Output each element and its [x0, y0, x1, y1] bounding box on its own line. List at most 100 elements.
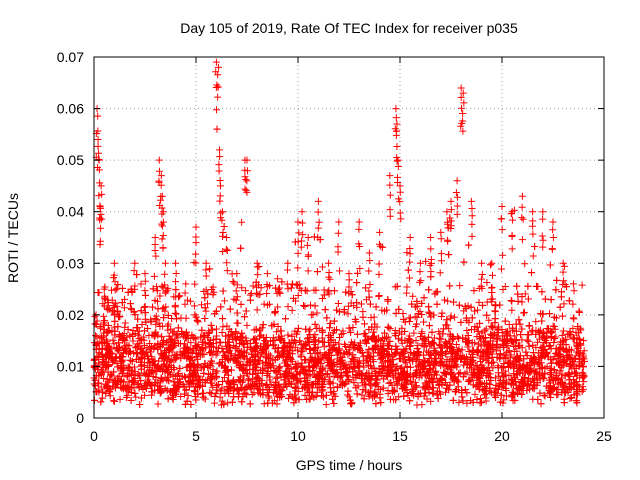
data-point [230, 393, 238, 401]
data-point [368, 372, 376, 380]
data-point [380, 375, 388, 383]
data-point [292, 360, 300, 368]
data-point [236, 364, 244, 372]
data-point [300, 366, 308, 374]
data-point [218, 358, 226, 366]
data-point [223, 355, 231, 363]
data-point [529, 341, 537, 349]
data-point [453, 363, 461, 371]
data-point [477, 398, 485, 406]
data-point [255, 386, 263, 394]
data-point [100, 375, 108, 383]
data-point [479, 301, 487, 309]
data-point [224, 399, 232, 407]
data-point [252, 325, 260, 333]
data-point [117, 357, 125, 365]
data-point [343, 372, 351, 380]
data-point [556, 367, 564, 375]
data-point [367, 314, 375, 322]
data-point [491, 308, 499, 316]
data-point [379, 348, 387, 356]
data-point [198, 301, 206, 309]
data-point [403, 289, 411, 297]
data-point [209, 291, 217, 299]
data-point [224, 348, 232, 356]
data-point [217, 303, 225, 311]
data-point [344, 364, 352, 372]
data-point [191, 392, 199, 400]
data-point [425, 333, 433, 341]
data-point [213, 372, 221, 380]
data-point [213, 382, 221, 390]
data-point [330, 400, 338, 408]
data-point [148, 331, 156, 339]
data-point [570, 391, 578, 399]
data-point [418, 372, 426, 380]
data-point [375, 349, 383, 357]
data-point [325, 342, 333, 350]
data-point [483, 311, 491, 319]
data-point [471, 390, 479, 398]
data-point [503, 336, 511, 344]
data-point [418, 330, 426, 338]
data-point [230, 279, 238, 287]
data-point [319, 364, 327, 372]
data-point [109, 382, 117, 390]
data-point [194, 361, 202, 369]
data-point [249, 361, 257, 369]
data-point [558, 388, 566, 396]
data-point [523, 336, 531, 344]
data-point [476, 399, 484, 407]
data-point [279, 347, 287, 355]
data-point [362, 332, 370, 340]
data-point [271, 345, 279, 353]
data-point [393, 362, 401, 370]
data-point [439, 330, 447, 338]
data-point [444, 297, 452, 305]
data-point [425, 371, 433, 379]
data-point [518, 390, 526, 398]
data-point [213, 125, 221, 133]
data-point [336, 334, 344, 342]
data-point [98, 394, 106, 402]
data-point [95, 379, 103, 387]
data-point [305, 327, 313, 335]
data-point [342, 348, 350, 356]
data-point [217, 387, 225, 395]
data-point [287, 284, 295, 292]
data-point [505, 321, 513, 329]
data-point [264, 399, 272, 407]
data-point [354, 330, 362, 338]
data-point [578, 369, 586, 377]
data-point [463, 399, 471, 407]
data-point [163, 376, 171, 384]
data-point [408, 380, 416, 388]
data-point [229, 278, 237, 286]
data-point [488, 323, 496, 331]
data-point [370, 328, 378, 336]
data-point [273, 400, 281, 408]
data-point [311, 373, 319, 381]
data-point [156, 382, 164, 390]
data-point [295, 396, 303, 404]
data-point [173, 350, 181, 358]
data-point [438, 309, 446, 317]
data-point [354, 269, 362, 277]
data-point [221, 297, 229, 305]
data-point [233, 309, 241, 317]
data-point [280, 376, 288, 384]
data-point [146, 358, 154, 366]
data-point [137, 280, 145, 288]
data-point [223, 322, 231, 330]
data-point [395, 328, 403, 336]
data-point [383, 306, 391, 314]
data-point [218, 344, 226, 352]
data-point [324, 370, 332, 378]
data-point [422, 257, 430, 265]
data-point [529, 382, 537, 390]
data-point [152, 373, 160, 381]
data-point [384, 297, 392, 305]
data-point [330, 317, 338, 325]
data-point [138, 320, 146, 328]
data-point [212, 389, 220, 397]
